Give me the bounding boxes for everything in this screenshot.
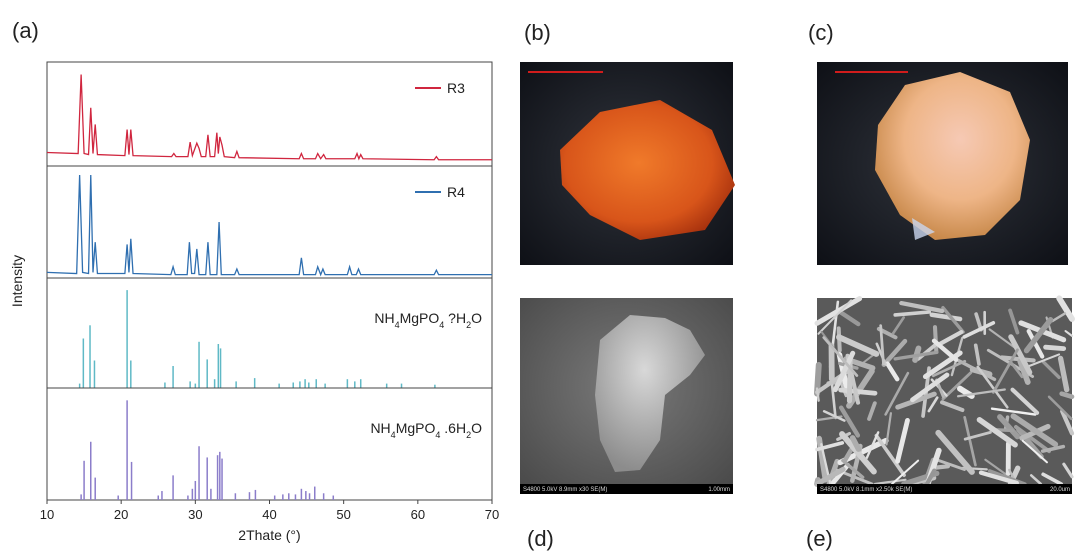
- sem-footer-text: S4800 5.0kV 8.9mm x30 SE(M): [523, 487, 607, 493]
- legend-label: R3: [447, 80, 465, 96]
- phase-annotation: NH4MgPO4 .6H2O: [370, 420, 482, 440]
- sem-d: S4800 5.0kV 8.9mm x30 SE(M) 1.00mm: [520, 298, 733, 494]
- panel-label: (b): [524, 20, 551, 45]
- x-tick-label: 60: [411, 507, 425, 522]
- sem-needle: [1046, 347, 1064, 348]
- plot-frame: [47, 62, 492, 166]
- plot-frame: [47, 388, 492, 500]
- phase-annotation: NH4MgPO4 ?H2O: [374, 310, 482, 330]
- x-tick-label: 70: [485, 507, 499, 522]
- sem-scale-text: 1.00mm: [708, 487, 730, 493]
- panel-label: (c): [808, 20, 834, 45]
- xrd-line: [47, 175, 492, 275]
- x-tick-label: 50: [336, 507, 350, 522]
- x-axis-label: 2Thate (°): [238, 527, 300, 543]
- sem-e: [817, 298, 1072, 494]
- legend-label: R4: [447, 184, 465, 200]
- sem-footer-text: S4800 5.0kV 8.1mm x2.50k SE(M): [820, 487, 912, 493]
- photo-b: [520, 62, 735, 265]
- photo-c: [817, 62, 1068, 265]
- sem-needle: [817, 389, 819, 401]
- y-axis-label: Intensity: [9, 255, 25, 307]
- x-tick-label: 10: [40, 507, 54, 522]
- x-tick-label: 30: [188, 507, 202, 522]
- sem-needle: [1002, 358, 1034, 361]
- plot-frame: [47, 166, 492, 278]
- figure: (a) (b) (c) (d) (e) S4800 5.0kV 8.9mm x3…: [0, 0, 1076, 551]
- panel-label: (e): [806, 526, 833, 551]
- sem-e-footer: S4800 5.0kV 8.1mm x2.50k SE(M) 20.0um: [817, 484, 1072, 494]
- page: {"panel_labels": ["(a)", "(b)", "(c)", "…: [0, 0, 1076, 551]
- sem-scale-text: 20.0um: [1050, 487, 1070, 493]
- sem-needle: [1062, 394, 1072, 397]
- panel-label: (d): [527, 526, 554, 551]
- sem-needle: [936, 466, 948, 467]
- panel-label: (a): [12, 18, 39, 43]
- x-tick-label: 20: [114, 507, 128, 522]
- x-tick-label: 40: [262, 507, 276, 522]
- plot-frame: [47, 278, 492, 388]
